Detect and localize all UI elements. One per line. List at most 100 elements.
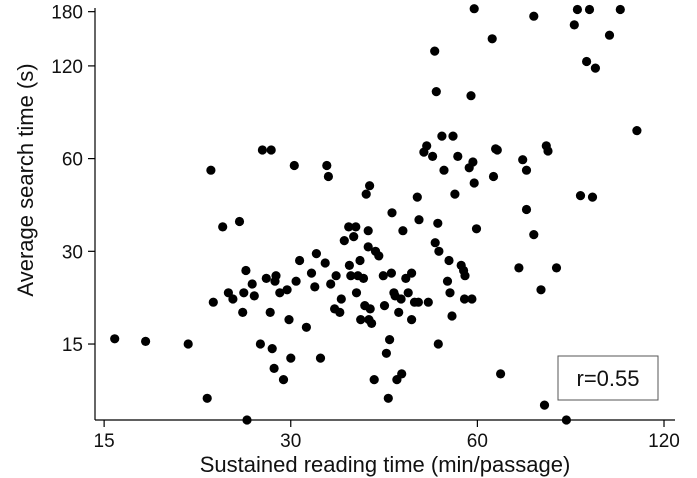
data-point: [442, 276, 453, 286]
x-tick-label: 15: [94, 431, 115, 452]
data-point: [385, 335, 395, 345]
data-point: [407, 268, 417, 278]
data-point: [379, 301, 390, 311]
data-point: [239, 288, 249, 298]
data-point: [467, 294, 477, 304]
data-point: [587, 192, 598, 202]
data-point: [396, 294, 406, 304]
data-point: [257, 145, 267, 155]
data-point: [336, 294, 346, 304]
data-point: [431, 87, 441, 97]
data-point: [301, 322, 311, 332]
y-tick-label: 60: [62, 150, 83, 171]
data-point: [315, 353, 326, 363]
data-point: [569, 20, 579, 30]
data-point: [632, 126, 642, 136]
data-point: [369, 375, 379, 385]
data-point: [208, 297, 218, 307]
data-point: [289, 160, 299, 171]
data-point: [365, 304, 375, 314]
data-point: [238, 307, 248, 317]
data-point: [242, 415, 252, 425]
data-point: [206, 165, 216, 175]
data-point: [255, 339, 265, 349]
data-point: [398, 226, 408, 236]
data-point: [582, 56, 592, 67]
data-point: [422, 141, 432, 151]
data-point: [445, 288, 455, 298]
data-point: [561, 415, 572, 425]
data-point: [339, 236, 349, 246]
data-point: [322, 160, 332, 171]
axes: 15 30 60 120 15 30 60 120 180: [51, 3, 680, 452]
data-point: [444, 255, 454, 266]
data-point: [514, 263, 524, 273]
data-point: [590, 63, 601, 73]
data-point: [310, 282, 320, 292]
data-point: [397, 369, 407, 379]
annotation-text: r=0.55: [577, 366, 640, 391]
data-point: [433, 339, 443, 349]
data-point: [267, 344, 277, 354]
data-point: [543, 146, 553, 156]
data-point: [488, 171, 499, 182]
data-point: [551, 263, 562, 273]
data-point: [471, 224, 482, 234]
data-point: [358, 273, 369, 283]
data-point: [228, 294, 238, 304]
data-point: [521, 204, 532, 215]
data-point: [306, 268, 317, 278]
data-point: [450, 189, 460, 199]
data-point: [311, 249, 321, 259]
data-point: [331, 271, 341, 281]
data-point: [344, 222, 354, 232]
data-point: [286, 353, 296, 363]
data-point: [487, 34, 497, 44]
data-point: [323, 171, 333, 182]
data-point: [430, 46, 440, 56]
data-point: [351, 288, 362, 298]
x-tick-label: 30: [280, 431, 301, 452]
data-point: [381, 348, 391, 358]
data-point: [469, 4, 479, 14]
data-point: [249, 291, 259, 301]
data-point: [575, 191, 586, 201]
data-point: [278, 375, 289, 385]
data-point: [275, 288, 285, 298]
data-point: [241, 265, 251, 276]
data-point: [615, 4, 625, 15]
data-point: [266, 145, 276, 155]
annotation: r=0.55: [557, 355, 659, 401]
data-point: [374, 251, 384, 261]
data-point: [365, 181, 375, 191]
data-point: [351, 222, 361, 232]
data-point: [346, 271, 356, 281]
y-axis-title: Average search time (s): [13, 63, 38, 296]
data-point: [468, 157, 478, 167]
data-point: [271, 271, 281, 281]
data-point: [459, 294, 470, 304]
y-tick-label: 30: [62, 242, 83, 263]
data-point: [492, 145, 502, 155]
data-point: [430, 238, 440, 248]
data-point: [401, 273, 411, 283]
data-point: [403, 288, 413, 298]
data-point: [407, 315, 417, 325]
data-point: [439, 165, 449, 175]
data-point: [361, 189, 371, 199]
data-point: [356, 315, 366, 325]
data-point: [378, 271, 388, 281]
data-point: [437, 131, 447, 141]
data-point: [572, 4, 583, 15]
data-point: [433, 218, 443, 228]
data-point: [469, 178, 479, 188]
data-point: [367, 318, 377, 328]
data-point: [363, 242, 373, 252]
data-point: [265, 307, 275, 317]
data-point: [518, 155, 528, 165]
data-point: [269, 363, 279, 373]
data-point: [414, 215, 424, 225]
data-point: [363, 226, 373, 236]
data-point: [434, 246, 444, 256]
data-point: [539, 400, 550, 410]
